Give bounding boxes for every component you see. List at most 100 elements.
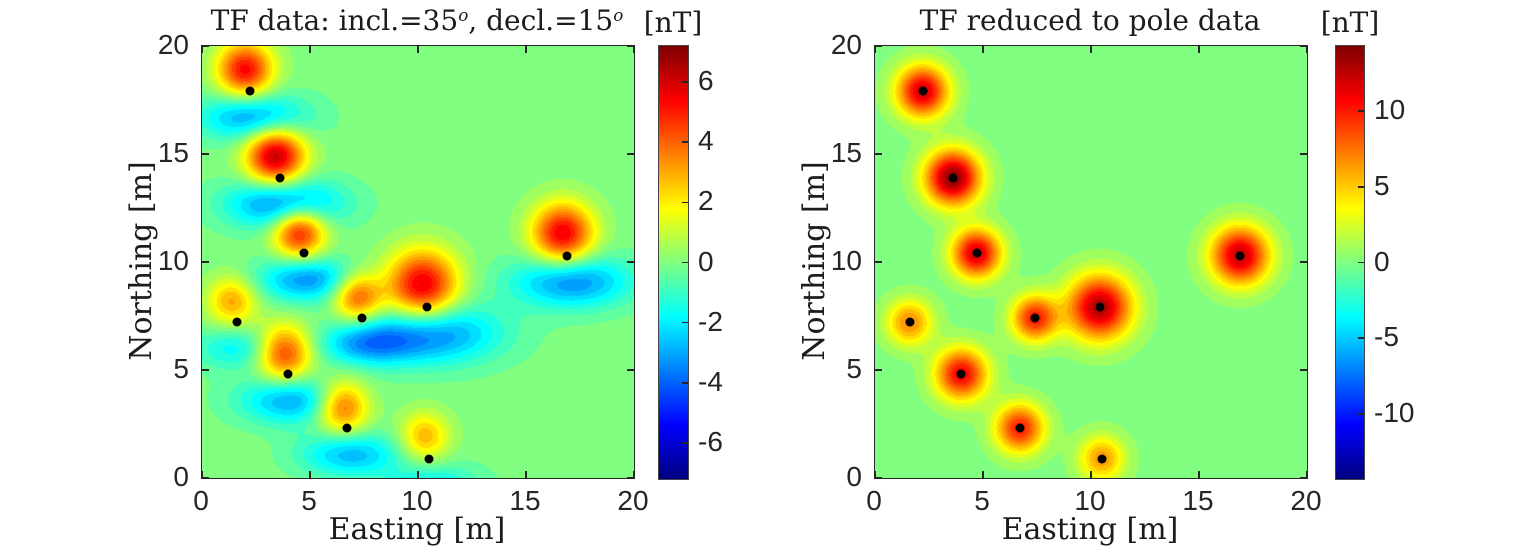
left-colorbar-tick-mark [682,81,688,83]
right-data-point [956,369,966,379]
right-x-tick-label: 20 [1290,485,1322,516]
left-colorbar-label: [nT] [643,6,703,39]
right-y-tick-mark [1300,45,1307,47]
right-x-tick-mark [982,471,984,478]
left-title-superscript-2: o [613,4,624,25]
left-title-superscript-1: o [458,4,469,25]
left-y-tick-mark [627,153,634,155]
left-x-tick-label: 10 [401,485,433,516]
right-data-point [948,173,958,183]
left-y-tick-mark [627,369,634,371]
right-colorbar-tick-mark [1358,337,1364,339]
left-colorbar-tick-label: -2 [698,305,723,337]
right-y-tick-mark [875,153,882,155]
right-y-tick-mark [875,369,882,371]
left-x-tick-mark [525,471,527,478]
left-colorbar-tick-label: -6 [698,425,723,457]
right-colorbar-tick-label: -5 [1374,321,1399,353]
right-colorbar-tick-label: 5 [1374,169,1390,201]
right-x-tick-mark [1090,46,1092,53]
right-colorbar-label: [nT] [1320,6,1380,39]
right-colorbar-tick-mark [1358,110,1364,112]
left-data-point [283,369,293,379]
left-colorbar-tick-label: 6 [698,65,714,97]
right-title-text: TF reduced to pole data [919,4,1261,37]
right-data-point [1015,423,1025,433]
right-y-tick-label: 20 [830,29,862,60]
left-x-tick-label: 15 [509,485,541,516]
right-x-tick-mark [874,46,876,53]
left-x-tick-mark [309,46,311,53]
left-heatmap-axes [201,45,635,479]
left-data-point [342,423,352,433]
right-heatmap-axes [874,45,1308,479]
left-colorbar-tick-mark [682,141,688,143]
left-data-point [562,251,572,261]
right-y-tick-mark [1300,153,1307,155]
right-contour-canvas [875,46,1307,478]
right-y-tick-label: 5 [846,353,862,384]
left-colorbar-tick-mark [682,201,688,204]
right-colorbar-tick-mark [1358,186,1364,188]
left-x-tick-label: 5 [301,485,317,516]
right-x-tick-mark [1198,471,1200,478]
right-y-tick-mark [1300,369,1307,371]
left-y-tick-mark [627,261,634,263]
left-y-tick-label: 20 [157,29,189,60]
right-data-point [905,317,915,327]
right-data-point [1097,454,1107,464]
right-colorbar-tick-mark [1358,261,1364,264]
right-y-tick-mark [875,261,882,263]
left-y-tick-mark [627,477,634,479]
left-colorbar-tick-mark [682,442,688,444]
right-x-tick-mark [1090,471,1092,478]
right-y-tick-label: 15 [830,137,862,168]
left-colorbar-tick-mark [682,261,688,264]
right-data-point [918,86,928,96]
right-data-point [1235,251,1245,261]
right-x-tick-mark [982,46,984,53]
right-data-point [972,248,982,258]
left-data-point [232,317,242,327]
right-x-tick-label: 10 [1074,485,1106,516]
left-x-tick-mark [417,471,419,478]
right-xaxis-label: Easting [m] [1001,512,1179,547]
left-colorbar-tick-label: -4 [698,365,723,397]
right-data-point [1030,313,1040,323]
left-colorbar-tick-label: 4 [698,125,714,157]
left-data-point [424,454,434,464]
right-x-tick-mark [874,471,876,478]
left-xaxis-label: Easting [m] [328,512,506,547]
right-x-tick-mark [1306,46,1308,53]
right-y-tick-mark [1300,261,1307,263]
left-x-tick-mark [201,46,203,53]
left-data-point [299,248,309,258]
right-data-point [1095,302,1105,312]
left-x-tick-mark [309,471,311,478]
right-x-tick-label: 5 [974,485,990,516]
left-y-tick-label: 10 [157,245,189,276]
right-x-tick-mark [1198,46,1200,53]
right-colorbar-tick-label: -10 [1374,396,1415,428]
left-y-tick-label: 5 [173,353,189,384]
left-x-tick-mark [417,46,419,53]
left-data-point [357,313,367,323]
left-y-tick-mark [202,369,209,371]
left-y-tick-mark [202,477,209,479]
left-x-tick-mark [201,471,203,478]
left-x-tick-mark [525,46,527,53]
left-colorbar [658,45,689,480]
right-colorbar-tick-label: 10 [1374,94,1406,126]
left-y-tick-mark [202,261,209,263]
left-y-tick-mark [627,45,634,47]
right-y-tick-label: 10 [830,245,862,276]
right-colorbar-tick-mark [1358,413,1364,415]
right-x-tick-label: 0 [866,485,882,516]
left-x-tick-mark [633,471,635,478]
left-x-tick-mark [633,46,635,53]
right-plot-title: TF reduced to pole data [874,4,1306,37]
left-colorbar-tick-label: 2 [698,185,714,217]
right-colorbar-tick-label: 0 [1374,245,1390,277]
right-y-tick-mark [875,45,882,47]
